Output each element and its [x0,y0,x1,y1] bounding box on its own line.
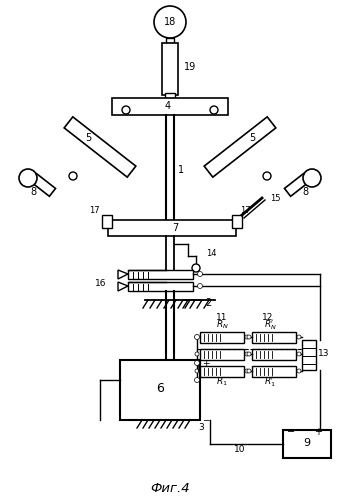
Circle shape [69,172,77,180]
Circle shape [192,264,200,272]
Text: 10: 10 [234,446,246,455]
Circle shape [245,335,249,339]
Text: I: I [196,365,199,375]
Circle shape [198,283,203,288]
Polygon shape [31,174,55,196]
Circle shape [247,335,251,339]
Bar [128,282,193,291]
Circle shape [247,369,251,373]
Circle shape [297,369,301,373]
Text: $R_N$: $R_N$ [216,319,228,331]
Circle shape [263,172,271,180]
Text: 7: 7 [172,223,178,233]
Bar [283,430,331,458]
Circle shape [122,106,130,114]
Bar [128,270,193,279]
Polygon shape [118,282,128,291]
Bar [112,98,228,115]
Circle shape [195,335,199,339]
Text: 16: 16 [95,279,106,288]
Circle shape [194,334,200,339]
Circle shape [297,352,301,356]
Text: 8: 8 [30,187,36,197]
Circle shape [247,352,251,356]
Circle shape [195,352,199,356]
Bar [302,340,316,370]
Text: 12: 12 [262,312,274,321]
Text: 19: 19 [184,62,196,72]
Circle shape [297,335,301,339]
Bar [120,360,200,420]
Text: 8: 8 [302,187,308,197]
Circle shape [210,106,218,114]
Bar [252,349,296,360]
Text: 4: 4 [165,101,171,111]
Text: $R_1$: $R_1$ [216,376,228,388]
Bar [108,220,236,236]
Bar [102,215,112,228]
Bar [162,43,178,95]
Circle shape [154,6,186,38]
Text: +: + [314,427,322,437]
Text: 11: 11 [216,312,228,321]
Bar [166,38,174,43]
Circle shape [245,352,249,356]
Text: 5: 5 [85,133,91,143]
Bar [165,93,175,98]
Text: +: + [202,358,209,367]
Text: 17: 17 [240,206,251,215]
Bar [200,349,244,360]
Text: 3: 3 [198,423,204,432]
Bar [200,332,244,343]
Text: $R_N'$: $R_N'$ [264,318,276,332]
Polygon shape [204,117,276,177]
Bar [252,366,296,377]
Bar [200,366,244,377]
Text: 1: 1 [178,165,184,175]
Text: 2: 2 [205,298,211,308]
Text: 17: 17 [89,206,100,215]
Polygon shape [118,270,128,279]
Bar [232,215,242,228]
Text: 15: 15 [270,194,280,203]
Polygon shape [64,117,136,177]
Circle shape [245,369,249,373]
Text: −: − [202,416,209,425]
Text: Фиг.4: Фиг.4 [150,482,190,495]
Text: −: − [287,427,295,437]
Text: 6: 6 [156,382,164,395]
Text: $R_1'$: $R_1'$ [264,375,276,389]
Circle shape [198,271,203,276]
Text: 9: 9 [303,438,310,448]
Polygon shape [285,174,309,196]
Circle shape [195,369,199,373]
Text: 14: 14 [206,250,217,258]
Text: 18: 18 [164,17,176,27]
Text: 5: 5 [249,133,255,143]
Circle shape [194,360,200,365]
Circle shape [303,169,321,187]
Circle shape [19,169,37,187]
Bar [252,332,296,343]
Circle shape [194,378,200,383]
Text: 13: 13 [318,349,329,358]
